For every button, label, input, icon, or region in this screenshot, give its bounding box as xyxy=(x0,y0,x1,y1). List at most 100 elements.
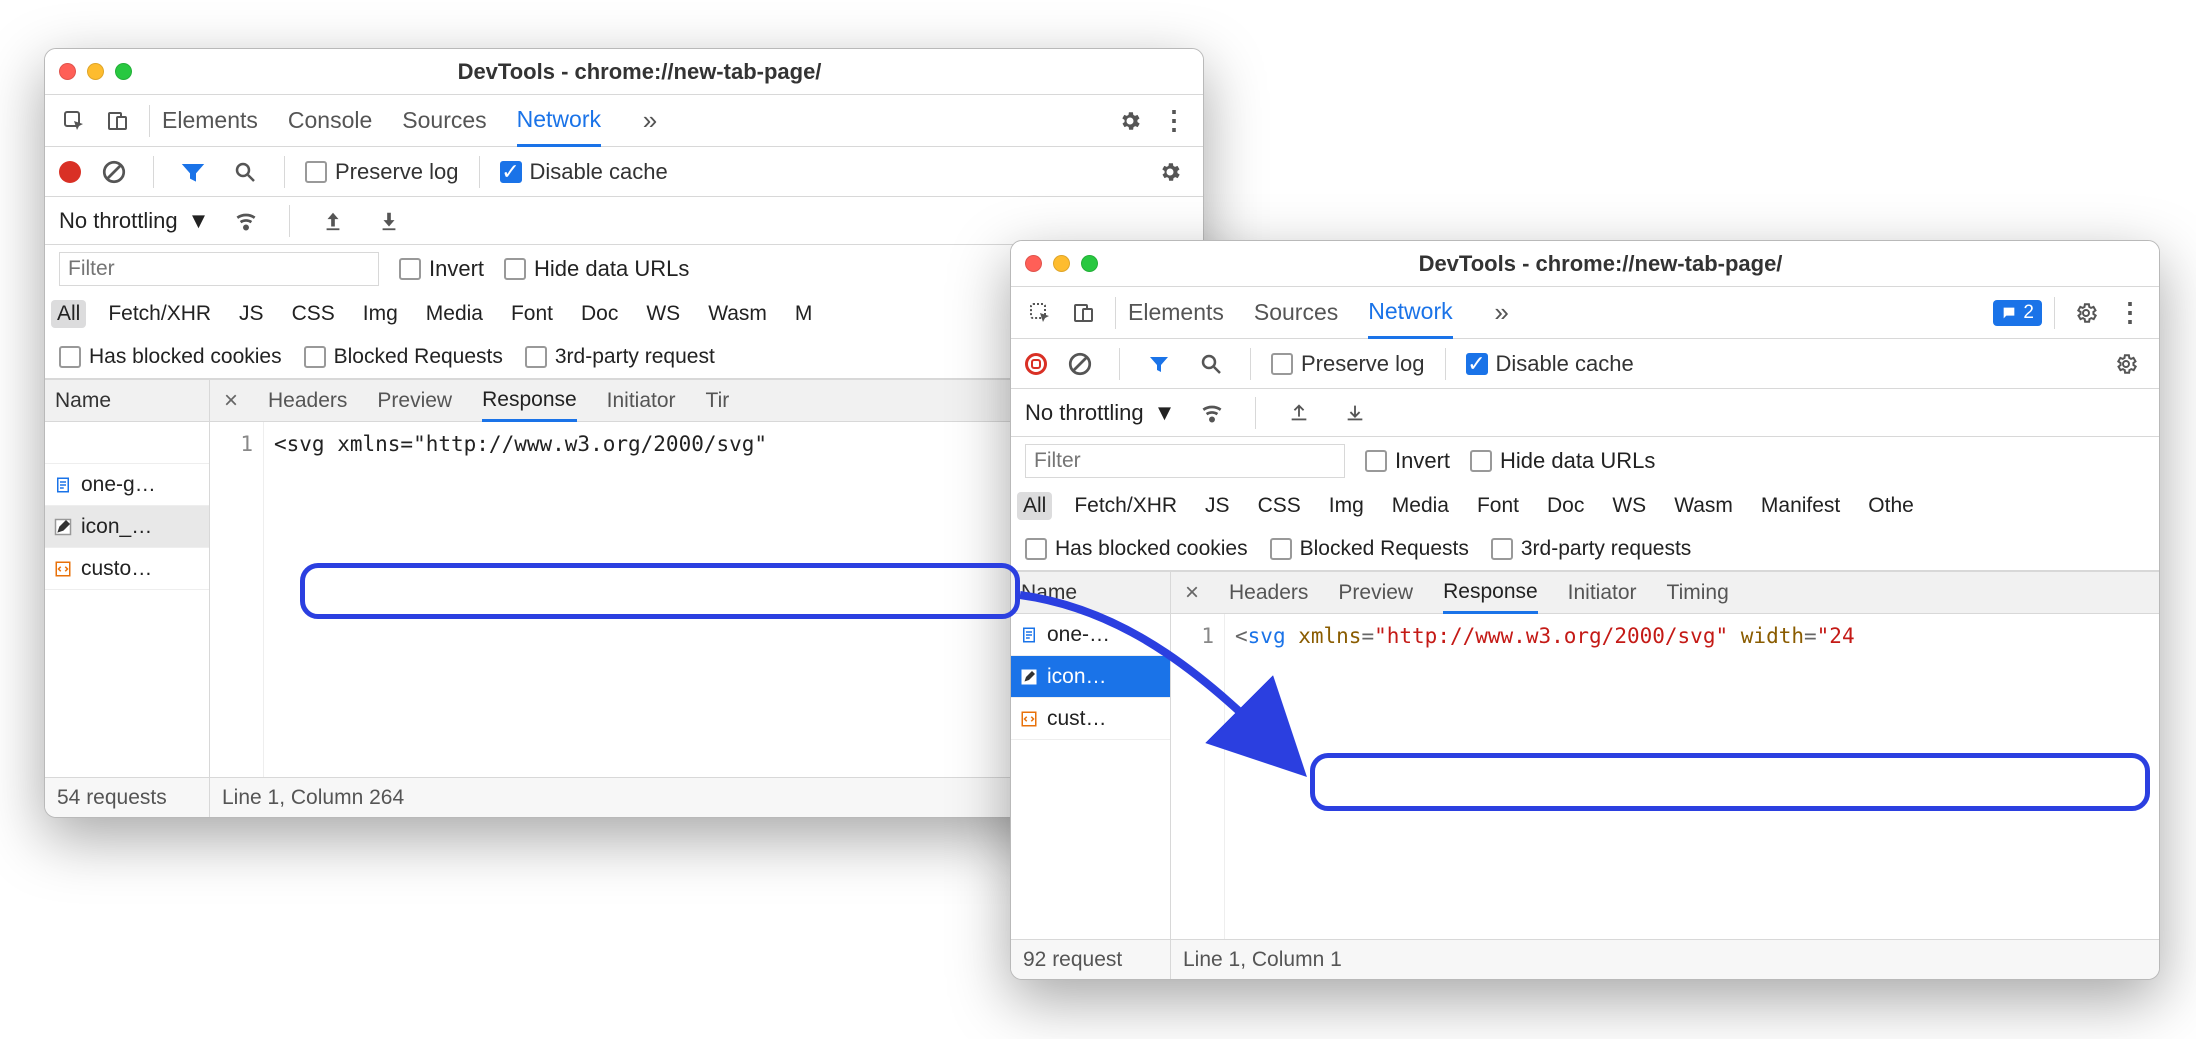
chip-other[interactable]: Othe xyxy=(1862,492,1920,520)
tab-elements[interactable]: Elements xyxy=(162,95,258,146)
preserve-log-checkbox[interactable]: Preserve log xyxy=(305,159,459,185)
detail-tab-response[interactable]: Response xyxy=(482,381,577,422)
more-tabs-icon[interactable]: » xyxy=(1483,294,1521,332)
chip-fetchxhr[interactable]: Fetch/XHR xyxy=(1068,492,1183,520)
tab-console[interactable]: Console xyxy=(288,95,372,146)
chip-wasm[interactable]: Wasm xyxy=(702,300,773,328)
chip-all[interactable]: All xyxy=(1017,492,1052,520)
tab-network[interactable]: Network xyxy=(517,96,601,147)
chip-css[interactable]: CSS xyxy=(1252,492,1307,520)
file-row[interactable]: custo… xyxy=(45,548,209,590)
detail-tab-timing[interactable]: Timing xyxy=(1667,581,1729,605)
chip-doc[interactable]: Doc xyxy=(575,300,624,328)
tab-sources[interactable]: Sources xyxy=(402,95,486,146)
chip-more[interactable]: M xyxy=(789,300,819,328)
blocked-requests-checkbox[interactable]: Blocked Requests xyxy=(1270,537,1469,561)
preserve-log-checkbox[interactable]: Preserve log xyxy=(1271,351,1425,377)
chip-font[interactable]: Font xyxy=(1471,492,1525,520)
zoom-window-button[interactable] xyxy=(115,63,132,80)
kebab-menu-icon[interactable]: ⋮ xyxy=(1155,102,1193,140)
chip-doc[interactable]: Doc xyxy=(1541,492,1590,520)
minimize-window-button[interactable] xyxy=(87,63,104,80)
filter-icon[interactable] xyxy=(174,153,212,191)
detail-tab-initiator[interactable]: Initiator xyxy=(607,389,676,413)
chip-ws[interactable]: WS xyxy=(640,300,686,328)
file-row[interactable]: one-… xyxy=(1011,614,1170,656)
chip-media[interactable]: Media xyxy=(420,300,489,328)
filter-input[interactable] xyxy=(59,252,379,286)
chip-img[interactable]: Img xyxy=(357,300,404,328)
chip-font[interactable]: Font xyxy=(505,300,559,328)
settings-icon[interactable] xyxy=(1111,102,1149,140)
blocked-cookies-checkbox[interactable]: Has blocked cookies xyxy=(1025,537,1248,561)
chip-manifest[interactable]: Manifest xyxy=(1755,492,1846,520)
filter-icon[interactable] xyxy=(1140,345,1178,383)
throttling-dropdown[interactable]: No throttling ▼ xyxy=(59,208,209,234)
close-window-button[interactable] xyxy=(59,63,76,80)
search-icon[interactable] xyxy=(226,153,264,191)
blocked-cookies-checkbox[interactable]: Has blocked cookies xyxy=(59,345,282,369)
detail-tab-timing[interactable]: Tir xyxy=(706,389,730,413)
response-code[interactable]: 1 <svg xmlns="http://www.w3.org/2000/svg… xyxy=(1171,614,2159,939)
search-icon[interactable] xyxy=(1192,345,1230,383)
messages-badge[interactable]: 2 xyxy=(1993,300,2042,326)
upload-icon[interactable] xyxy=(314,202,352,240)
tab-sources[interactable]: Sources xyxy=(1254,287,1338,338)
device-toggle-icon[interactable] xyxy=(99,102,137,140)
settings-icon[interactable] xyxy=(2067,294,2105,332)
filter-input[interactable] xyxy=(1025,444,1345,478)
file-row[interactable]: icon… xyxy=(1011,656,1170,698)
kebab-menu-icon[interactable]: ⋮ xyxy=(2111,294,2149,332)
wifi-icon[interactable] xyxy=(1193,394,1231,432)
third-party-checkbox[interactable]: 3rd-party request xyxy=(525,345,715,369)
detail-tab-preview[interactable]: Preview xyxy=(377,389,452,413)
file-row[interactable]: cust… xyxy=(1011,698,1170,740)
wifi-icon[interactable] xyxy=(227,202,265,240)
chip-fetchxhr[interactable]: Fetch/XHR xyxy=(102,300,217,328)
third-party-checkbox[interactable]: 3rd-party requests xyxy=(1491,537,1691,561)
chip-css[interactable]: CSS xyxy=(286,300,341,328)
record-button[interactable] xyxy=(59,161,81,183)
chip-all[interactable]: All xyxy=(51,300,86,328)
disable-cache-checkbox[interactable]: ✓Disable cache xyxy=(500,159,668,185)
upload-icon[interactable] xyxy=(1280,394,1318,432)
inspect-icon[interactable] xyxy=(55,102,93,140)
chip-media[interactable]: Media xyxy=(1386,492,1455,520)
device-toggle-icon[interactable] xyxy=(1065,294,1103,332)
invert-checkbox[interactable]: Invert xyxy=(399,256,484,282)
chip-js[interactable]: JS xyxy=(233,300,270,328)
clear-icon[interactable] xyxy=(95,153,133,191)
download-icon[interactable] xyxy=(1336,394,1374,432)
tab-network[interactable]: Network xyxy=(1368,288,1452,339)
chip-js[interactable]: JS xyxy=(1199,492,1236,520)
file-row[interactable]: icon_… xyxy=(45,506,209,548)
tab-elements[interactable]: Elements xyxy=(1128,287,1224,338)
record-button[interactable] xyxy=(1025,353,1047,375)
name-header[interactable]: Name xyxy=(1011,572,1170,614)
throttling-dropdown[interactable]: No throttling ▼ xyxy=(1025,400,1175,426)
hide-data-urls-checkbox[interactable]: Hide data URLs xyxy=(504,256,689,282)
chip-img[interactable]: Img xyxy=(1323,492,1370,520)
zoom-window-button[interactable] xyxy=(1081,255,1098,272)
name-header[interactable]: Name xyxy=(45,380,209,422)
clear-icon[interactable] xyxy=(1061,345,1099,383)
detail-tab-headers[interactable]: Headers xyxy=(268,389,347,413)
network-settings-icon[interactable] xyxy=(1151,153,1189,191)
hide-data-urls-checkbox[interactable]: Hide data URLs xyxy=(1470,448,1655,474)
network-settings-icon[interactable] xyxy=(2107,345,2145,383)
detail-tab-initiator[interactable]: Initiator xyxy=(1568,581,1637,605)
inspect-icon[interactable] xyxy=(1021,294,1059,332)
close-detail-icon[interactable]: × xyxy=(224,387,238,415)
download-icon[interactable] xyxy=(370,202,408,240)
close-window-button[interactable] xyxy=(1025,255,1042,272)
file-row[interactable]: one-g… xyxy=(45,464,209,506)
blocked-requests-checkbox[interactable]: Blocked Requests xyxy=(304,345,503,369)
detail-tab-response[interactable]: Response xyxy=(1443,573,1538,614)
close-detail-icon[interactable]: × xyxy=(1185,579,1199,607)
more-tabs-icon[interactable]: » xyxy=(631,102,669,140)
invert-checkbox[interactable]: Invert xyxy=(1365,448,1450,474)
chip-wasm[interactable]: Wasm xyxy=(1668,492,1739,520)
file-row[interactable] xyxy=(45,422,209,464)
disable-cache-checkbox[interactable]: ✓Disable cache xyxy=(1466,351,1634,377)
detail-tab-headers[interactable]: Headers xyxy=(1229,581,1308,605)
